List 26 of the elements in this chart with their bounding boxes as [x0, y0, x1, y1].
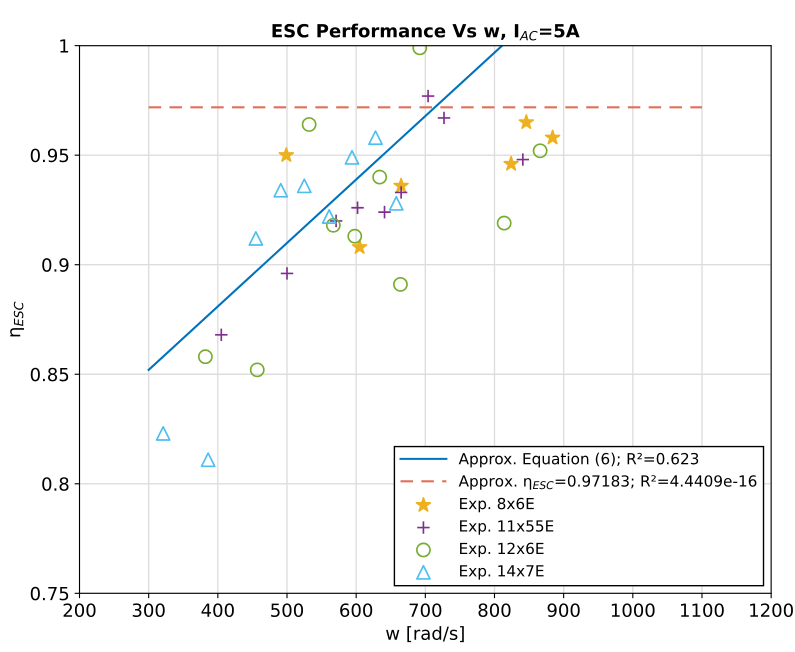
- x-tick-label: 700: [410, 603, 442, 618]
- legend-label: Exp. 11x55E: [460, 520, 554, 535]
- x-tick-label: 1100: [680, 603, 724, 618]
- y-tick-label: 0.8: [42, 477, 69, 491]
- x-tick-label: 800: [478, 603, 511, 618]
- x-tick-label: 1000: [612, 603, 655, 618]
- x-tick-label: 200: [64, 603, 96, 618]
- chart-title: ESC Performance Vs w, I$_{AC}$=5A: [272, 24, 580, 40]
- y-tick-label: 0.9: [42, 258, 69, 272]
- y-tick-label: 0.85: [30, 368, 68, 382]
- x-tick-label: 400: [201, 603, 234, 618]
- y-tick-label: 1: [60, 39, 68, 52]
- x-tick-label: 500: [271, 603, 304, 618]
- legend-label: Exp. 14x7E: [460, 565, 544, 580]
- legend-label: Approx. Equation (6); R²=0.623: [458, 452, 698, 468]
- legend-label: Approx. η$_{ESC}$=0.97183; R²=4.4409e-16: [458, 475, 756, 490]
- y-axis-title: η$_{ESC}$: [10, 302, 24, 336]
- y-tick-label: 0.95: [30, 148, 68, 162]
- legend-label: Exp. 8x6E: [460, 498, 534, 512]
- x-tick-label: 900: [548, 603, 580, 618]
- x-tick-label: 600: [340, 603, 372, 618]
- y-tick-label: 0.75: [30, 586, 68, 600]
- x-tick-label: 1200: [750, 603, 793, 618]
- x-axis-title: w [rad/s]: [386, 626, 464, 642]
- x-tick-label: 300: [132, 603, 165, 618]
- legend-label: Exp. 12x6E: [460, 542, 544, 558]
